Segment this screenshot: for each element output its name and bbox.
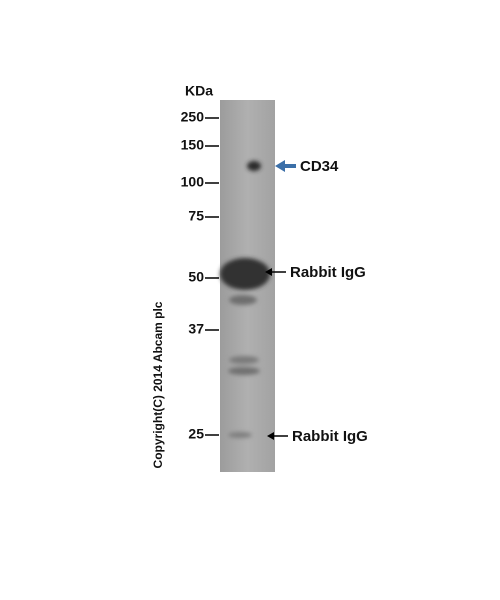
marker-label: 150 bbox=[181, 137, 205, 153]
band bbox=[228, 432, 252, 438]
marker-label: 250 bbox=[181, 109, 205, 125]
arrow bbox=[275, 160, 296, 172]
marker-label: 50 bbox=[188, 269, 204, 285]
arrow bbox=[267, 432, 274, 440]
marker-label: 75 bbox=[188, 208, 204, 224]
bands bbox=[220, 161, 270, 438]
marker-label: 100 bbox=[181, 174, 205, 190]
band bbox=[229, 295, 257, 305]
annotation: CD34 bbox=[300, 158, 339, 175]
copyright: Copyright(C) 2014 Abcam plc bbox=[151, 301, 165, 468]
unit-label: KDa bbox=[185, 83, 213, 99]
marker-label: 37 bbox=[188, 321, 204, 337]
annotation: Rabbit IgG bbox=[290, 264, 366, 281]
band bbox=[247, 161, 261, 171]
annotation: Rabbit IgG bbox=[292, 428, 368, 445]
band bbox=[228, 367, 260, 375]
marker-label: 25 bbox=[188, 426, 204, 442]
marker-ladder: 250 150 100 75 50 37 25 bbox=[181, 109, 219, 442]
band bbox=[220, 258, 270, 290]
arrow bbox=[265, 268, 272, 276]
band bbox=[229, 356, 259, 364]
